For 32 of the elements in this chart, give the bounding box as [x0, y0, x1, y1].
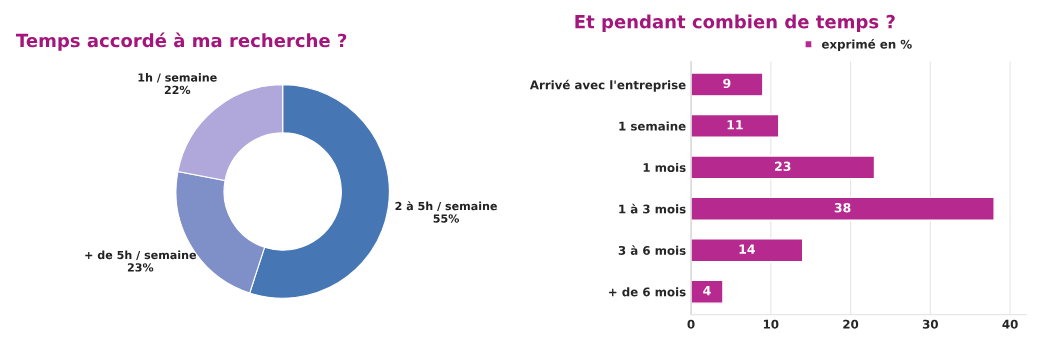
- data-label: 14: [739, 244, 755, 254]
- data-label: 23%: [127, 263, 154, 272]
- y-tick-label: Arrivé avec l'entreprise: [529, 79, 686, 92]
- chart-title: Et pendant combien de temps ?: [575, 14, 895, 32]
- x-tick-label: 10: [763, 319, 779, 329]
- y-tick-label: 1 à 3 mois: [619, 203, 686, 214]
- data-label: 55%: [433, 214, 459, 223]
- slice-label: 2 à 5h / semaine: [395, 201, 497, 212]
- data-label: 4: [703, 286, 711, 296]
- data-label: 11: [727, 120, 743, 130]
- data-label: 38: [834, 203, 851, 213]
- slice-label: 1h / semaine: [138, 73, 217, 83]
- chart-title: Temps accordé à ma recherche ?: [16, 32, 347, 51]
- x-tick-label: 40: [1002, 319, 1018, 329]
- data-label: 9: [723, 78, 731, 89]
- y-tick-label: + de 6 mois: [609, 287, 686, 297]
- x-tick-label: 20: [843, 319, 859, 329]
- x-tick-label: 0: [687, 319, 695, 329]
- y-tick-label: 1 semaine: [619, 121, 686, 131]
- data-label: 22%: [164, 85, 191, 95]
- legend-label: exprimé en %: [821, 39, 912, 51]
- bar: [691, 113, 780, 139]
- bar: [691, 279, 724, 304]
- slice-label: + de 5h / semaine: [85, 250, 197, 261]
- y-tick-label: 3 à 6 mois: [618, 245, 686, 255]
- y-tick-label: 1 mois: [643, 162, 686, 173]
- bar: [691, 238, 804, 263]
- bar: [691, 196, 995, 221]
- data-label: 23: [775, 161, 791, 171]
- bar: [691, 155, 876, 180]
- x-tick-label: 30: [922, 319, 938, 329]
- bar: [691, 72, 764, 97]
